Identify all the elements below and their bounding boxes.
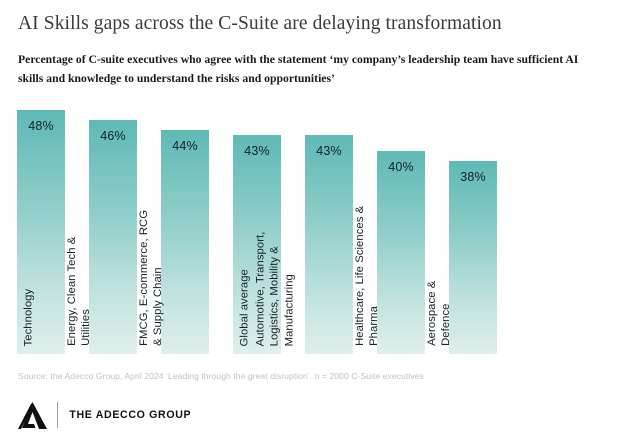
bar: 43% Automotive, Transport, Logistics, Mob… [255,135,353,354]
bar: 38% Aerospace & Defence [426,160,497,354]
bar-category-label-wrap: Energy, Clean Tech & Utilities [66,196,137,346]
bar-value-label: 40% [388,159,414,174]
bar-category-label-wrap: FMCG, E-commerce, RCG & Supply Chain [138,196,209,346]
bar-category-label: Technology [22,288,35,346]
bar: 44% FMCG, E-commerce, RCG & Supply Chain [138,130,209,354]
chart-subtitle: Percentage of C-suite executives who agr… [18,53,579,85]
logo-wordmark: THE ADECCO GROUP [69,409,192,421]
bar-category-label: FMCG, E-commerce, RCG & Supply Chain [138,210,165,346]
bar-value-label: 46% [100,129,126,144]
bar: 43% Global average [233,135,281,354]
bar-category-label: Aerospace & Defence [426,280,453,346]
page-title: AI Skills gaps across the C-Suite are de… [18,13,502,34]
bar-category-label-wrap: Healthcare, Life Sciences & Pharma [354,196,425,346]
bar-value-label: 44% [172,139,198,154]
logo-divider [57,402,59,428]
bar-category-label: Global average [238,268,251,346]
bar-category-label: Energy, Clean Tech & Utilities [66,236,93,346]
chart-plot-area: 48% Technology 46% Energy, Clean Tech & Uti… [0,106,640,354]
bar-value-label: 43% [316,144,342,159]
bar-value-label: 48% [28,119,54,133]
bar-value-label: 38% [460,169,486,184]
bar-category-label-wrap: Automotive, Transport, Logistics, Mobili… [255,196,353,346]
brand-logo: THE ADECCO GROUP [17,400,191,430]
bar-category-label-wrap: Global average [233,196,281,346]
bar: 48% Technology [17,110,65,354]
bar-category-label-wrap: Aerospace & Defence [426,196,497,346]
bar-category-label-wrap: Technology [17,196,65,346]
bar-category-label: Healthcare, Life Sciences & Pharma [354,205,381,346]
bar-value-label: 43% [244,144,270,159]
adecco-a-logo-icon [18,401,47,429]
bar: 46% Energy, Clean Tech & Utilities [66,120,137,354]
bar-series: 48% Technology 46% Energy, Clean Tech & Uti… [17,110,617,354]
bar: 40% Healthcare, Life Sciences & Pharma [354,150,425,354]
source-note: Source: the Adecco Group, April 2024 ‘Le… [18,371,424,381]
chart-header: AI Skills gaps across the C-Suite are de… [18,12,622,88]
